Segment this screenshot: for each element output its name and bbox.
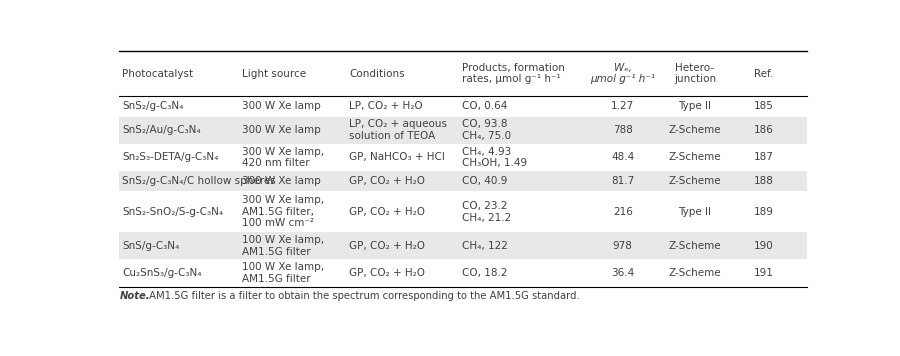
Text: Cu₂SnS₃/g-C₃N₄: Cu₂SnS₃/g-C₃N₄ — [122, 268, 202, 278]
Text: 216: 216 — [613, 207, 633, 217]
Text: 788: 788 — [613, 125, 633, 135]
Text: LP, CO₂ + aqueous
solution of TEOA: LP, CO₂ + aqueous solution of TEOA — [349, 119, 447, 141]
Text: Hetero-
junction: Hetero- junction — [674, 63, 716, 84]
Text: Note.: Note. — [120, 291, 150, 301]
Text: CH₄, 122: CH₄, 122 — [463, 241, 508, 251]
Text: 100 W Xe lamp,
AM1.5G filter: 100 W Xe lamp, AM1.5G filter — [242, 235, 325, 257]
Text: SnS₂/g-C₃N₄: SnS₂/g-C₃N₄ — [122, 101, 184, 111]
Text: Sn₂S₃-DETA/g-C₃N₄: Sn₂S₃-DETA/g-C₃N₄ — [122, 152, 219, 162]
Text: AM1.5G filter is a filter to obtain the spectrum corresponding to the AM1.5G sta: AM1.5G filter is a filter to obtain the … — [146, 291, 580, 301]
Text: 185: 185 — [753, 101, 773, 111]
Text: SnS₂/Au/g-C₃N₄: SnS₂/Au/g-C₃N₄ — [122, 125, 201, 135]
Text: Light source: Light source — [242, 69, 307, 79]
Text: CO, 93.8
CH₄, 75.0: CO, 93.8 CH₄, 75.0 — [463, 119, 511, 141]
Text: SnS₂-SnO₂/S-g-C₃N₄: SnS₂-SnO₂/S-g-C₃N₄ — [122, 207, 223, 217]
Text: LP, CO₂ + H₂O: LP, CO₂ + H₂O — [349, 101, 423, 111]
Text: Conditions: Conditions — [349, 69, 405, 79]
Text: 191: 191 — [753, 268, 773, 278]
Text: 300 W Xe lamp,
420 nm filter: 300 W Xe lamp, 420 nm filter — [242, 147, 325, 168]
Text: 300 W Xe lamp: 300 W Xe lamp — [242, 176, 321, 186]
Text: 189: 189 — [753, 207, 773, 217]
Text: GP, NaHCO₃ + HCl: GP, NaHCO₃ + HCl — [349, 152, 445, 162]
Text: GP, CO₂ + H₂O: GP, CO₂ + H₂O — [349, 176, 425, 186]
Text: Photocatalyst: Photocatalyst — [122, 69, 194, 79]
Bar — [120, 232, 806, 260]
Text: Z-Scheme: Z-Scheme — [669, 152, 721, 162]
Text: 190: 190 — [754, 241, 773, 251]
Text: Wₑ,
μmol g⁻¹ h⁻¹: Wₑ, μmol g⁻¹ h⁻¹ — [590, 63, 655, 84]
Text: 978: 978 — [613, 241, 633, 251]
Text: CO, 40.9: CO, 40.9 — [463, 176, 508, 186]
Text: 1.27: 1.27 — [611, 101, 634, 111]
Text: CO, 23.2
CH₄, 21.2: CO, 23.2 CH₄, 21.2 — [463, 201, 511, 222]
Text: SnS₂/g-C₃N₄/C hollow spheres: SnS₂/g-C₃N₄/C hollow spheres — [122, 176, 276, 186]
Text: GP, CO₂ + H₂O: GP, CO₂ + H₂O — [349, 241, 425, 251]
Text: Z-Scheme: Z-Scheme — [669, 176, 721, 186]
Text: Ref.: Ref. — [754, 69, 773, 79]
Text: SnS/g-C₃N₄: SnS/g-C₃N₄ — [122, 241, 179, 251]
Text: 100 W Xe lamp,
AM1.5G filter: 100 W Xe lamp, AM1.5G filter — [242, 262, 325, 284]
Text: GP, CO₂ + H₂O: GP, CO₂ + H₂O — [349, 268, 425, 278]
Text: Type II: Type II — [679, 207, 711, 217]
Text: 186: 186 — [753, 125, 773, 135]
Text: 81.7: 81.7 — [611, 176, 634, 186]
Text: CO, 18.2: CO, 18.2 — [463, 268, 508, 278]
Text: CH₄, 4.93
CH₃OH, 1.49: CH₄, 4.93 CH₃OH, 1.49 — [463, 147, 527, 168]
Bar — [120, 171, 806, 192]
Text: 48.4: 48.4 — [611, 152, 634, 162]
Text: Z-Scheme: Z-Scheme — [669, 241, 721, 251]
Text: GP, CO₂ + H₂O: GP, CO₂ + H₂O — [349, 207, 425, 217]
Bar — [120, 116, 806, 144]
Text: 300 W Xe lamp,
AM1.5G filter,
100 mW cm⁻²: 300 W Xe lamp, AM1.5G filter, 100 mW cm⁻… — [242, 195, 325, 229]
Text: 36.4: 36.4 — [611, 268, 634, 278]
Text: 188: 188 — [753, 176, 773, 186]
Text: Z-Scheme: Z-Scheme — [669, 268, 721, 278]
Text: CO, 0.64: CO, 0.64 — [463, 101, 508, 111]
Text: 187: 187 — [753, 152, 773, 162]
Text: 300 W Xe lamp: 300 W Xe lamp — [242, 101, 321, 111]
Text: Z-Scheme: Z-Scheme — [669, 125, 721, 135]
Text: Products, formation
rates, μmol g⁻¹ h⁻¹: Products, formation rates, μmol g⁻¹ h⁻¹ — [463, 63, 565, 84]
Text: Type II: Type II — [679, 101, 711, 111]
Text: 300 W Xe lamp: 300 W Xe lamp — [242, 125, 321, 135]
